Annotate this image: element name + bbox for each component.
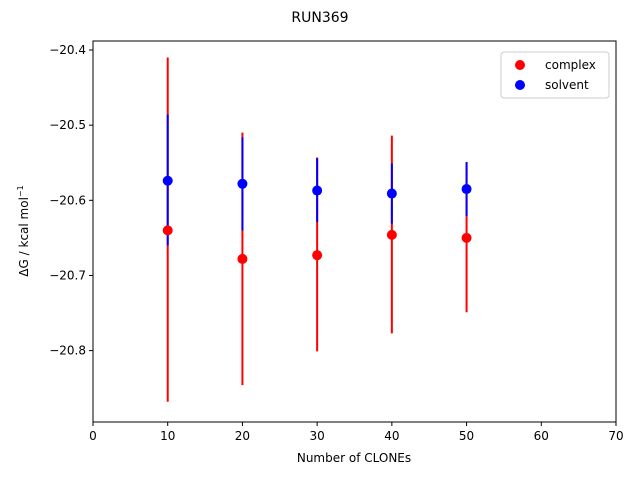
legend: complex solvent xyxy=(500,51,610,99)
point-complex xyxy=(162,225,173,236)
x-tick-label: 70 xyxy=(608,429,623,443)
y-tick-label: −20.7 xyxy=(49,268,86,282)
x-tick-label: 10 xyxy=(160,429,175,443)
point-solvent xyxy=(312,185,323,196)
x-tick-label: 0 xyxy=(89,429,97,443)
x-axis-label: Number of CLONEs xyxy=(297,451,411,465)
legend-marker-solvent xyxy=(515,80,525,90)
point-solvent xyxy=(237,178,248,189)
y-axis-label-main: ΔG / kcal mol xyxy=(17,197,31,277)
plot-area xyxy=(92,40,617,423)
x-axis: 0 10 20 30 40 50 60 70 xyxy=(89,422,624,443)
y-tick-label: −20.5 xyxy=(49,118,86,132)
data-points xyxy=(162,175,472,264)
legend-marker-complex xyxy=(515,60,525,70)
point-complex xyxy=(312,250,323,261)
x-tick-label: 20 xyxy=(235,429,250,443)
legend-box xyxy=(500,51,610,99)
point-solvent xyxy=(461,184,472,195)
point-solvent xyxy=(162,175,173,186)
x-tick-label: 50 xyxy=(459,429,474,443)
point-solvent xyxy=(386,188,397,199)
legend-label-solvent: solvent xyxy=(545,78,589,92)
x-tick-label: 30 xyxy=(310,429,325,443)
y-tick-label: −20.4 xyxy=(49,43,86,57)
y-axis-label: ΔG / kcal mol−1 xyxy=(16,185,31,276)
x-tick-label: 60 xyxy=(534,429,549,443)
point-complex xyxy=(237,253,248,264)
x-tick-label: 40 xyxy=(384,429,399,443)
chart-title: RUN369 xyxy=(291,10,348,26)
y-tick-label: −20.6 xyxy=(49,193,86,207)
y-axis-label-sup: −1 xyxy=(16,185,25,197)
point-complex xyxy=(461,232,472,243)
y-axis: −20.4 −20.5 −20.6 −20.7 −20.8 xyxy=(49,43,93,358)
legend-label-complex: complex xyxy=(545,58,596,72)
y-tick-label: −20.8 xyxy=(49,344,86,358)
point-complex xyxy=(386,229,397,240)
axes-frame xyxy=(92,40,617,423)
